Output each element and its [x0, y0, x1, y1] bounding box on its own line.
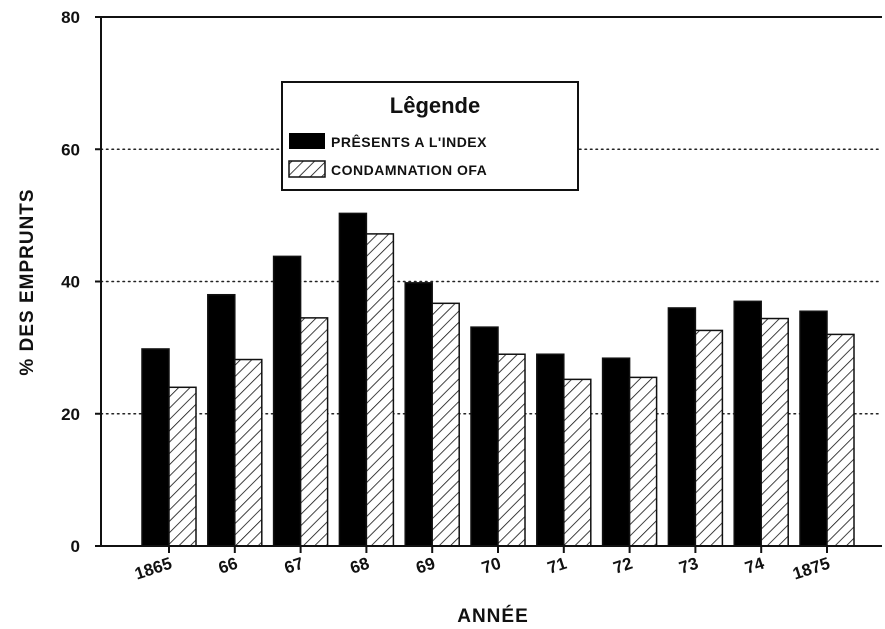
bar-ofa-1865 — [168, 386, 197, 547]
legend-label-series-1: PRÊSENTS A L'INDEX — [331, 133, 487, 150]
x-tick-label-69: 69 — [414, 554, 438, 578]
bar-index-67 — [272, 255, 302, 547]
bar-index-70 — [470, 326, 499, 547]
bar-index-1875 — [799, 310, 828, 547]
legend-title: Lêgende — [390, 93, 480, 118]
legend: Lêgende PRÊSENTS A L'INDEX CONDAMNATION … — [281, 81, 579, 191]
bar-index-74 — [733, 300, 762, 547]
bar-ofa-67 — [299, 317, 329, 547]
x-tick-label-1865: 1865 — [132, 554, 174, 584]
bar-index-66 — [207, 293, 236, 547]
bar-ofa-74 — [760, 317, 789, 547]
bar-ofa-68 — [365, 233, 395, 547]
x-tick-label-67: 67 — [282, 554, 306, 578]
legend-swatch-hatched — [288, 160, 326, 178]
x-tick-labels: 1865 66 67 68 69 70 71 72 73 74 1875 — [132, 554, 832, 584]
bar-index-1865 — [141, 348, 170, 547]
y-tick-labels: 0 20 40 60 80 — [61, 8, 80, 556]
y-axis-title: % DES EMPRUNTS — [17, 188, 38, 375]
legend-swatch-solid — [289, 133, 325, 149]
y-tick-label-80: 80 — [61, 8, 80, 27]
bar-ofa-66 — [234, 358, 263, 547]
x-tick-label-72: 72 — [611, 554, 635, 578]
legend-label-series-2: CONDAMNATION OFA — [331, 162, 487, 178]
bar-ofa-71 — [563, 378, 592, 547]
x-tick-label-1875: 1875 — [790, 554, 832, 584]
y-tick-label-40: 40 — [61, 273, 80, 292]
x-tick-label-74: 74 — [743, 554, 767, 578]
legend-box — [281, 81, 579, 191]
y-tick-label-60: 60 — [61, 140, 80, 159]
bar-index-69 — [404, 282, 433, 547]
x-axis-title: ANNÉE — [457, 605, 529, 627]
bar-ofa-1875 — [826, 333, 855, 547]
bar-ofa-70 — [497, 353, 526, 547]
bars — [141, 212, 855, 547]
x-tick-label-73: 73 — [677, 554, 701, 578]
y-tick-label-0: 0 — [71, 537, 80, 556]
x-tick-label-66: 66 — [216, 554, 240, 578]
axes — [95, 16, 882, 553]
bar-ofa-69 — [431, 302, 460, 547]
bar-ofa-72 — [628, 376, 658, 547]
bar-index-68 — [338, 212, 368, 547]
bar-index-71 — [536, 353, 565, 547]
y-tick-label-20: 20 — [61, 405, 80, 424]
x-tick-label-68: 68 — [348, 554, 372, 578]
bar-index-73 — [667, 307, 697, 547]
bar-index-72 — [601, 357, 631, 547]
x-tick-label-70: 70 — [479, 554, 503, 578]
x-tick-label-71: 71 — [545, 554, 569, 578]
bar-ofa-73 — [694, 329, 724, 547]
